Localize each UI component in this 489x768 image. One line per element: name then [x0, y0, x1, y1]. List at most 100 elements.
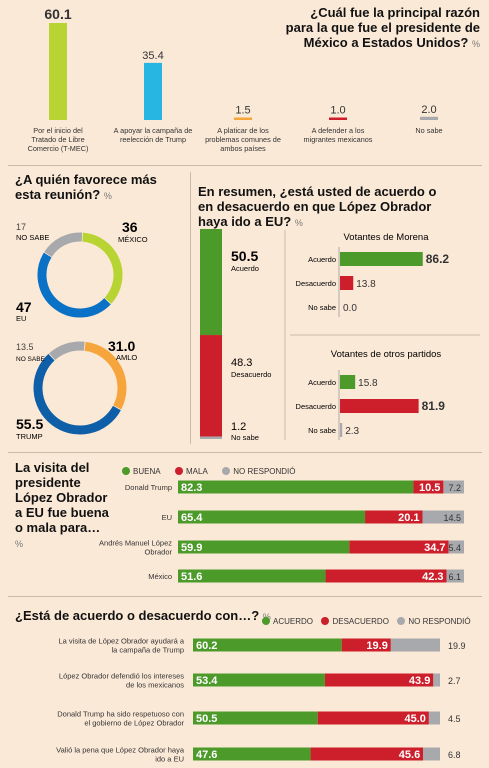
agreewith-chart: La visita de López Obrador ayudará a la c… [56, 637, 466, 764]
bar-value: 7.2 [448, 483, 461, 493]
reason-bar [329, 117, 347, 120]
others-bar [340, 423, 343, 437]
pie-slice [49, 341, 85, 361]
agree-value: 1.2 [231, 421, 246, 433]
visit-title: La visita del presidente López Obrador a… [15, 460, 109, 549]
morena-value: 86.2 [426, 252, 450, 266]
bar-value: 10.5 [419, 482, 440, 494]
pie-value-eu: 47 [16, 299, 32, 315]
legend-acuerdo: ACUERDO [262, 617, 313, 626]
reason-value: 35.4 [142, 50, 163, 62]
morena-value: 0.0 [343, 303, 357, 314]
reason-category: No sabe [415, 126, 442, 135]
stacked-bar [178, 540, 350, 554]
reason-bar [420, 116, 438, 120]
row-label: Donald Trump [125, 483, 172, 492]
legend-desacuerdo: DESACUERDO [321, 617, 389, 626]
reason-value: 1.5 [235, 105, 250, 117]
stacked-bar [317, 711, 429, 725]
reason-chart: 60.1 Por el inicio del Tratado de Libre Com… [28, 6, 443, 153]
others-value: 15.8 [358, 378, 378, 389]
stacked-bar [193, 747, 311, 761]
stacked-bar [423, 747, 440, 761]
bar-value: 19.9 [366, 640, 387, 652]
reason-value: 2.0 [421, 104, 436, 116]
pie-label-eu: EU [16, 314, 26, 323]
row-label: Valió la pena que López Obrador haya ido … [56, 746, 185, 764]
stacked-bar [193, 638, 342, 652]
reason-value: 1.0 [330, 105, 345, 117]
legend-mala: MALA [175, 467, 208, 476]
pie-label-trump: TRUMP [16, 432, 43, 441]
reason-category: Por el inicio del Tratado de Libre Comerci… [28, 126, 89, 153]
reason-bar [234, 117, 252, 120]
pie-value-nosabe: 17 [16, 222, 26, 232]
morena-category: No sabe [308, 303, 336, 312]
others-value: 2.3 [345, 426, 359, 437]
bar-value: 47.6 [196, 749, 217, 761]
row-label: La visita de López Obrador ayudará a la c… [59, 637, 185, 655]
stacked-bar [428, 711, 440, 725]
visit-chart: Donald Trump 82.3 10.5 7.2 EU 65.4 20.1 14.5 And… [99, 480, 464, 583]
reason-bar [144, 62, 162, 120]
pie-slice [37, 252, 111, 318]
bar-value: 59.9 [181, 542, 202, 554]
reason-category: A platicar de los problemas comunes de amb… [205, 126, 281, 153]
bar-value: 2.7 [448, 676, 461, 686]
bar-value: 53.4 [196, 675, 218, 687]
bar-value: 50.5 [196, 713, 217, 725]
agree-bar [200, 436, 222, 439]
others-value: 81.9 [422, 399, 446, 413]
stacked-bar [193, 673, 325, 687]
pie-value-trump: 55.5 [16, 416, 43, 432]
divider [8, 452, 482, 453]
row-label: EU [162, 513, 172, 522]
agreewith-title: ¿Está de acuerdo o desacuerdo con…? % [15, 608, 271, 623]
morena-title: Votantes de Morena [343, 232, 429, 243]
bar-value: 6.1 [448, 572, 461, 582]
legend-buena: BUENA [122, 467, 161, 476]
others-bar [340, 399, 419, 413]
agree-label: Desacuerdo [231, 370, 271, 379]
stacked-bar [390, 638, 440, 652]
morena-category: Acuerdo [308, 255, 336, 264]
stacked-bar [448, 540, 464, 554]
stacked-bar [325, 569, 447, 583]
bar-value: 82.3 [181, 482, 202, 494]
bar-value: 20.1 [398, 512, 419, 524]
agree-title: En resumen, ¿está usted de acuerdo o en … [198, 184, 437, 229]
bar-value: 60.2 [196, 640, 217, 652]
stacked-bar [422, 510, 464, 524]
agree-value: 48.3 [231, 357, 252, 369]
stacked-bar [443, 480, 464, 494]
bar-value: 4.5 [448, 714, 461, 724]
bar-value: 45.6 [399, 749, 420, 761]
others-category: Desacuerdo [296, 402, 336, 411]
pie-slice [33, 353, 121, 435]
divider [8, 596, 482, 597]
others-category: Acuerdo [308, 378, 336, 387]
divider [8, 165, 482, 166]
stacked-bar [178, 569, 326, 583]
agree-label: Acuerdo [231, 264, 259, 273]
reason-category: A defender a los migrantes mexicanos [304, 126, 373, 144]
reason-value: 60.1 [44, 6, 71, 22]
row-label: México [148, 572, 172, 581]
pie-label-nosabe: NO SABE [16, 233, 49, 242]
visit-legend: BUENA MALA NO RESPONDIÓ [122, 461, 306, 479]
bar-value: 19.9 [448, 641, 466, 651]
others-category: No sabe [308, 426, 336, 435]
legend-no-respondio: NO RESPONDIÓ [397, 617, 471, 626]
pie-value-nosabe: 13.5 [16, 342, 34, 352]
agree-label: No sabe [231, 433, 259, 442]
stacked-bar [446, 569, 464, 583]
agreewith-legend: ACUERDO DESACUERDO NO RESPONDIÓ [262, 611, 471, 629]
pie-value-mexico: 36 [122, 219, 138, 235]
morena-bar [340, 252, 423, 266]
pie-slice [82, 232, 123, 304]
agree-bar [200, 229, 222, 336]
reason-bar [49, 23, 67, 120]
pie-label-mexico: MÉXICO [118, 235, 148, 244]
